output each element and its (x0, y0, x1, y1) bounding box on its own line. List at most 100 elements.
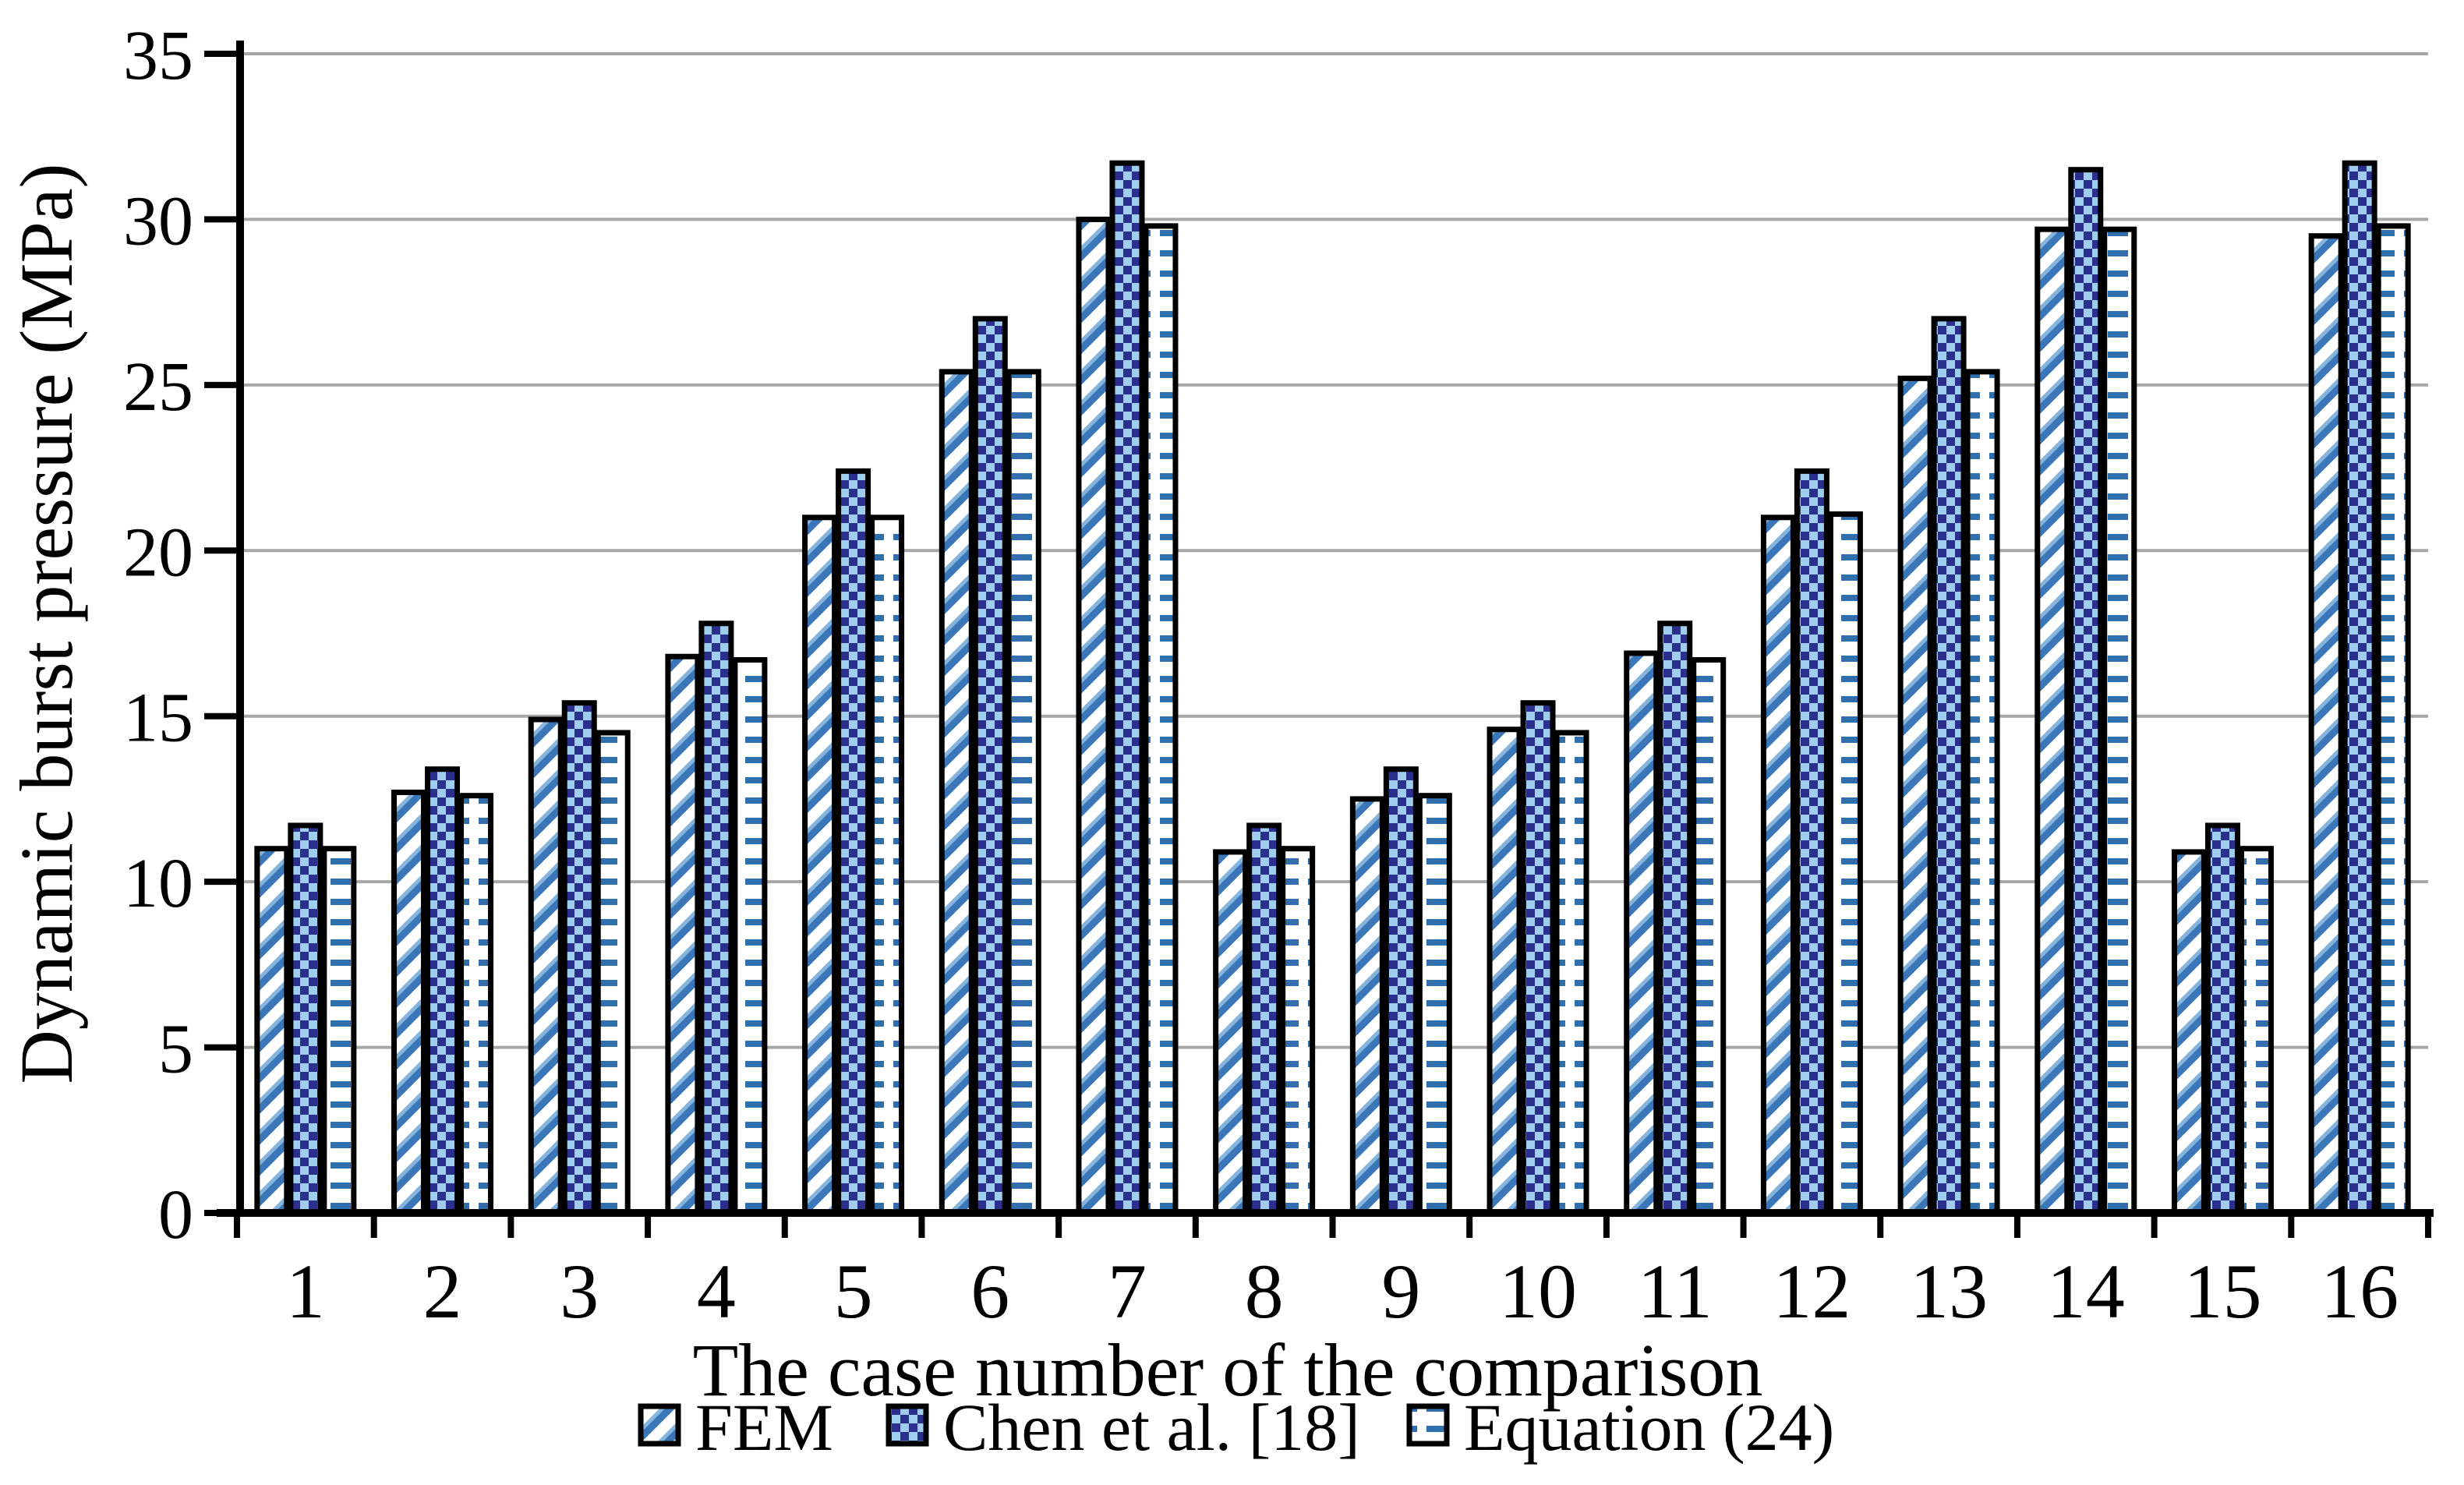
bar (2171, 849, 2207, 1216)
bar (836, 468, 871, 1216)
bar-case8-series2 (1246, 822, 1282, 1216)
bar-case13-series3 (1964, 369, 2000, 1216)
bar-case10-series1 (1487, 727, 1522, 1216)
x-tick-label: 8 (1245, 1248, 1284, 1335)
y-tick-label: 25 (123, 348, 193, 426)
bar-case5-series2 (836, 468, 871, 1216)
bar (1624, 650, 1660, 1216)
bar (2375, 223, 2411, 1216)
bar (2342, 160, 2377, 1216)
bar (1827, 511, 1863, 1216)
legend-label-equation: Equation (24) (1464, 1390, 1834, 1465)
bar (2238, 846, 2274, 1216)
bar-case3-series3 (595, 730, 631, 1216)
x-tick-label: 1 (286, 1248, 325, 1335)
bar (802, 514, 838, 1216)
x-tick-label: 7 (1108, 1248, 1147, 1335)
bar-case9-series2 (1383, 766, 1419, 1216)
bar (1931, 316, 1967, 1216)
bar (1520, 700, 1556, 1216)
bar (1383, 766, 1419, 1216)
bar-groups (254, 160, 2411, 1216)
bar-case16-series1 (2308, 233, 2344, 1216)
bar (869, 514, 905, 1216)
bar-case5-series3 (869, 514, 905, 1216)
tick-marks (204, 51, 2431, 1238)
bar-case9-series3 (1416, 793, 1452, 1216)
bar (732, 656, 768, 1216)
bar (391, 789, 427, 1216)
bar (939, 369, 974, 1216)
bar-case12-series3 (1827, 511, 1863, 1216)
bar (458, 793, 494, 1216)
legend-swatch-chen (886, 1403, 929, 1447)
bar (1006, 369, 1041, 1216)
bar-case1-series3 (321, 846, 357, 1216)
bar-case4-series1 (665, 653, 701, 1216)
y-tick-label: 5 (158, 1011, 193, 1088)
bar (1213, 849, 1249, 1216)
x-tick-label: 16 (2321, 1248, 2399, 1335)
bar (288, 822, 323, 1216)
x-tick-label: 9 (1381, 1248, 1420, 1335)
bar (595, 730, 631, 1216)
bar-case7-series3 (1143, 223, 1179, 1216)
bar (665, 653, 701, 1216)
legend-swatch-equation (1406, 1403, 1450, 1447)
bar (254, 846, 290, 1216)
bar-case1-series1 (254, 846, 290, 1216)
bar-case2-series3 (458, 793, 494, 1216)
bar-case15-series1 (2171, 849, 2207, 1216)
x-tick-label: 11 (1638, 1248, 1713, 1335)
y-tick-label: 10 (123, 845, 193, 922)
bar-case12-series2 (1794, 468, 1829, 1216)
bar (528, 716, 564, 1216)
legend-label-fem: FEM (695, 1390, 833, 1465)
x-tick-label: 5 (834, 1248, 873, 1335)
bar-case5-series1 (802, 514, 838, 1216)
bar (2308, 233, 2344, 1216)
bar (561, 700, 597, 1216)
y-tick-label: 15 (123, 680, 193, 757)
x-tick-label: 4 (697, 1248, 736, 1335)
bar (425, 766, 461, 1216)
bar-case2-series2 (425, 766, 461, 1216)
bar-case6-series2 (972, 316, 1008, 1216)
bar-case15-series3 (2238, 846, 2274, 1216)
bar (2204, 822, 2240, 1216)
x-tick-label: 14 (2047, 1248, 2125, 1335)
x-tick-label: 3 (560, 1248, 599, 1335)
bar-case14-series1 (2034, 226, 2070, 1216)
bar-case7-series2 (1109, 160, 1145, 1216)
y-tick-label: 20 (123, 514, 193, 591)
x-tick-label: 2 (423, 1248, 462, 1335)
legend: FEM Chen et al. [18] Equation (24) (638, 1390, 1834, 1465)
bar-case1-series2 (288, 822, 323, 1216)
bar-case15-series2 (2204, 822, 2240, 1216)
bar (1657, 621, 1693, 1216)
bar-case3-series2 (561, 700, 597, 1216)
bar (972, 316, 1008, 1216)
bar (1760, 514, 1796, 1216)
bar-case16-series3 (2375, 223, 2411, 1216)
x-tick-label: 15 (2183, 1248, 2261, 1335)
bar-case11-series2 (1657, 621, 1693, 1216)
bar (1349, 796, 1385, 1216)
bar-case8-series3 (1280, 846, 1316, 1216)
bar-case12-series1 (1760, 514, 1796, 1216)
x-tick-label: 12 (1773, 1248, 1851, 1335)
y-axis-title: Dynamic burst pressure (MPa) (5, 163, 88, 1084)
bar-case14-series3 (2102, 226, 2137, 1216)
bar (2068, 167, 2104, 1216)
x-tick-label: 10 (1499, 1248, 1577, 1335)
bar-case6-series1 (939, 369, 974, 1216)
bar (1109, 160, 1145, 1216)
bar (1897, 375, 1933, 1216)
bar (1416, 793, 1452, 1216)
bar-case4-series3 (732, 656, 768, 1216)
bar-case13-series2 (1931, 316, 1967, 1216)
bar (1487, 727, 1522, 1216)
bar-case6-series3 (1006, 369, 1041, 1216)
x-axis-title: The case number of the comparison (693, 1328, 1763, 1412)
